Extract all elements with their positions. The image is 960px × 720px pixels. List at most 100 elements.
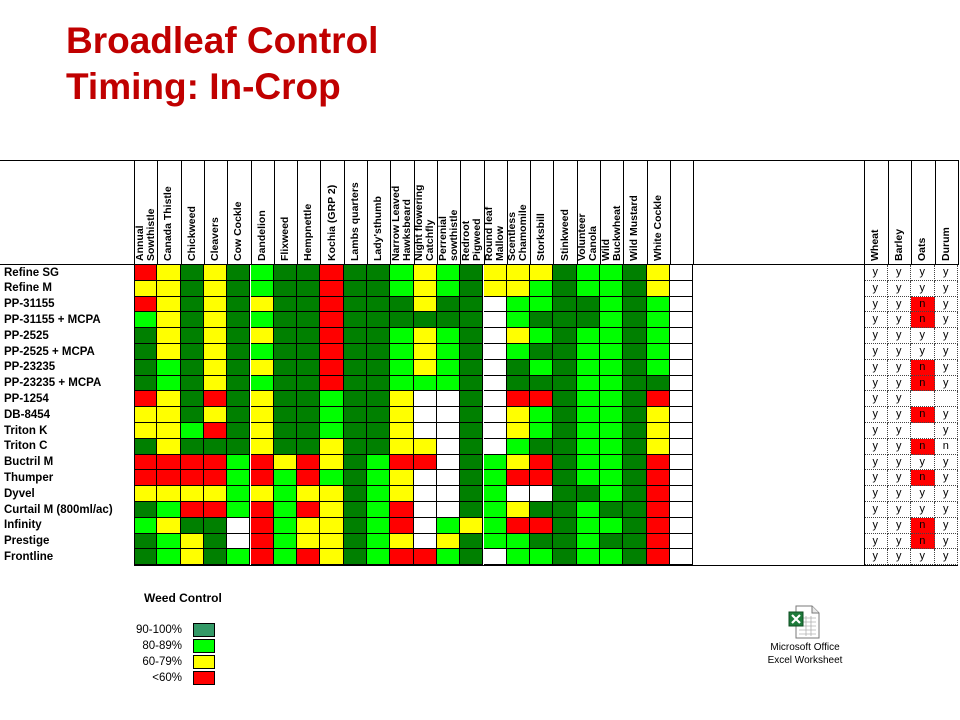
control-cell [623,296,647,313]
treatment-row-label: PP-23235 [4,361,56,374]
control-cell [180,423,204,439]
control-cell [343,312,367,329]
control-cell [367,470,391,487]
control-cell [320,533,344,550]
header-col-divider [181,160,182,265]
control-cell [343,375,367,392]
control-cell [297,296,321,313]
control-cell [157,328,181,344]
control-cell [320,502,344,518]
control-cell [460,438,484,455]
control-cell [297,359,321,376]
control-cell [250,344,274,360]
control-cell [227,486,251,502]
control-cell [203,280,228,297]
control-cell [343,407,367,423]
control-cell [436,454,461,471]
header-col-divider [204,160,205,265]
crop-column-header: Barley [893,228,905,261]
crop-registration-cell: y [934,407,958,423]
control-cell [250,502,274,518]
control-cell [390,265,414,281]
crop-registration-cell [934,391,958,408]
control-cell [506,265,531,281]
control-cell [134,280,158,297]
table-bottom-line [134,565,958,566]
control-cell [273,407,298,423]
control-cell [367,533,391,550]
control-cell [576,280,600,297]
control-cell [134,517,158,534]
control-cell [273,312,298,329]
control-cell [297,454,321,471]
crop-registration-cell: n [911,533,935,550]
control-cell [320,359,344,376]
excel-file-icon[interactable] [787,604,823,640]
control-cell [273,438,298,455]
control-cell [553,470,577,487]
control-cell [553,359,577,376]
control-cell [390,407,414,423]
crop-registration-cell: y [864,312,888,329]
control-cell [553,517,577,534]
control-cell [180,375,204,392]
control-cell [180,454,204,471]
control-cell [180,312,204,329]
crop-column-header: Oats [916,237,928,261]
control-cell [203,549,228,566]
control-cell [157,438,181,455]
control-cell [413,533,437,550]
control-cell [600,280,624,297]
crop-registration-cell: n [911,375,935,392]
control-cell [250,391,274,408]
control-cell [576,517,600,534]
control-cell [273,502,298,518]
control-cell [460,296,484,313]
control-cell [646,517,670,534]
control-cell [367,502,391,518]
control-cell [250,470,274,487]
control-cell [413,359,437,376]
control-cell [134,438,158,455]
control-cell [436,502,461,518]
header-col-divider [693,160,694,265]
control-cell [157,454,181,471]
control-cell [646,549,670,566]
control-cell [646,407,670,423]
control-cell [623,312,647,329]
control-cell [320,517,344,534]
control-cell [576,296,600,313]
control-cell [297,517,321,534]
control-cell [623,328,647,344]
control-cell [530,502,554,518]
crop-registration-cell: n [911,296,935,313]
excel-caption-line-2: Excel Worksheet [767,655,843,666]
control-cell [623,344,647,360]
control-cell [250,549,274,566]
control-cell [436,407,461,423]
control-cell [157,280,181,297]
control-cell [157,344,181,360]
control-cell [623,454,647,471]
control-cell [157,359,181,376]
control-cell [273,549,298,566]
spacer-cell [669,328,694,344]
control-cell [623,438,647,455]
control-cell [530,517,554,534]
control-cell [553,423,577,439]
control-cell [343,423,367,439]
control-cell [530,407,554,423]
control-cell [390,486,414,502]
control-cell [227,517,251,534]
control-cell [646,375,670,392]
spacer-cell [669,375,694,392]
crop-registration-cell: y [887,438,911,455]
control-cell [646,423,670,439]
control-cell [157,486,181,502]
control-cell [553,486,577,502]
control-cell [367,517,391,534]
control-cell [600,265,624,281]
control-cell [273,391,298,408]
control-cell [530,280,554,297]
crop-registration-cell: y [934,533,958,550]
